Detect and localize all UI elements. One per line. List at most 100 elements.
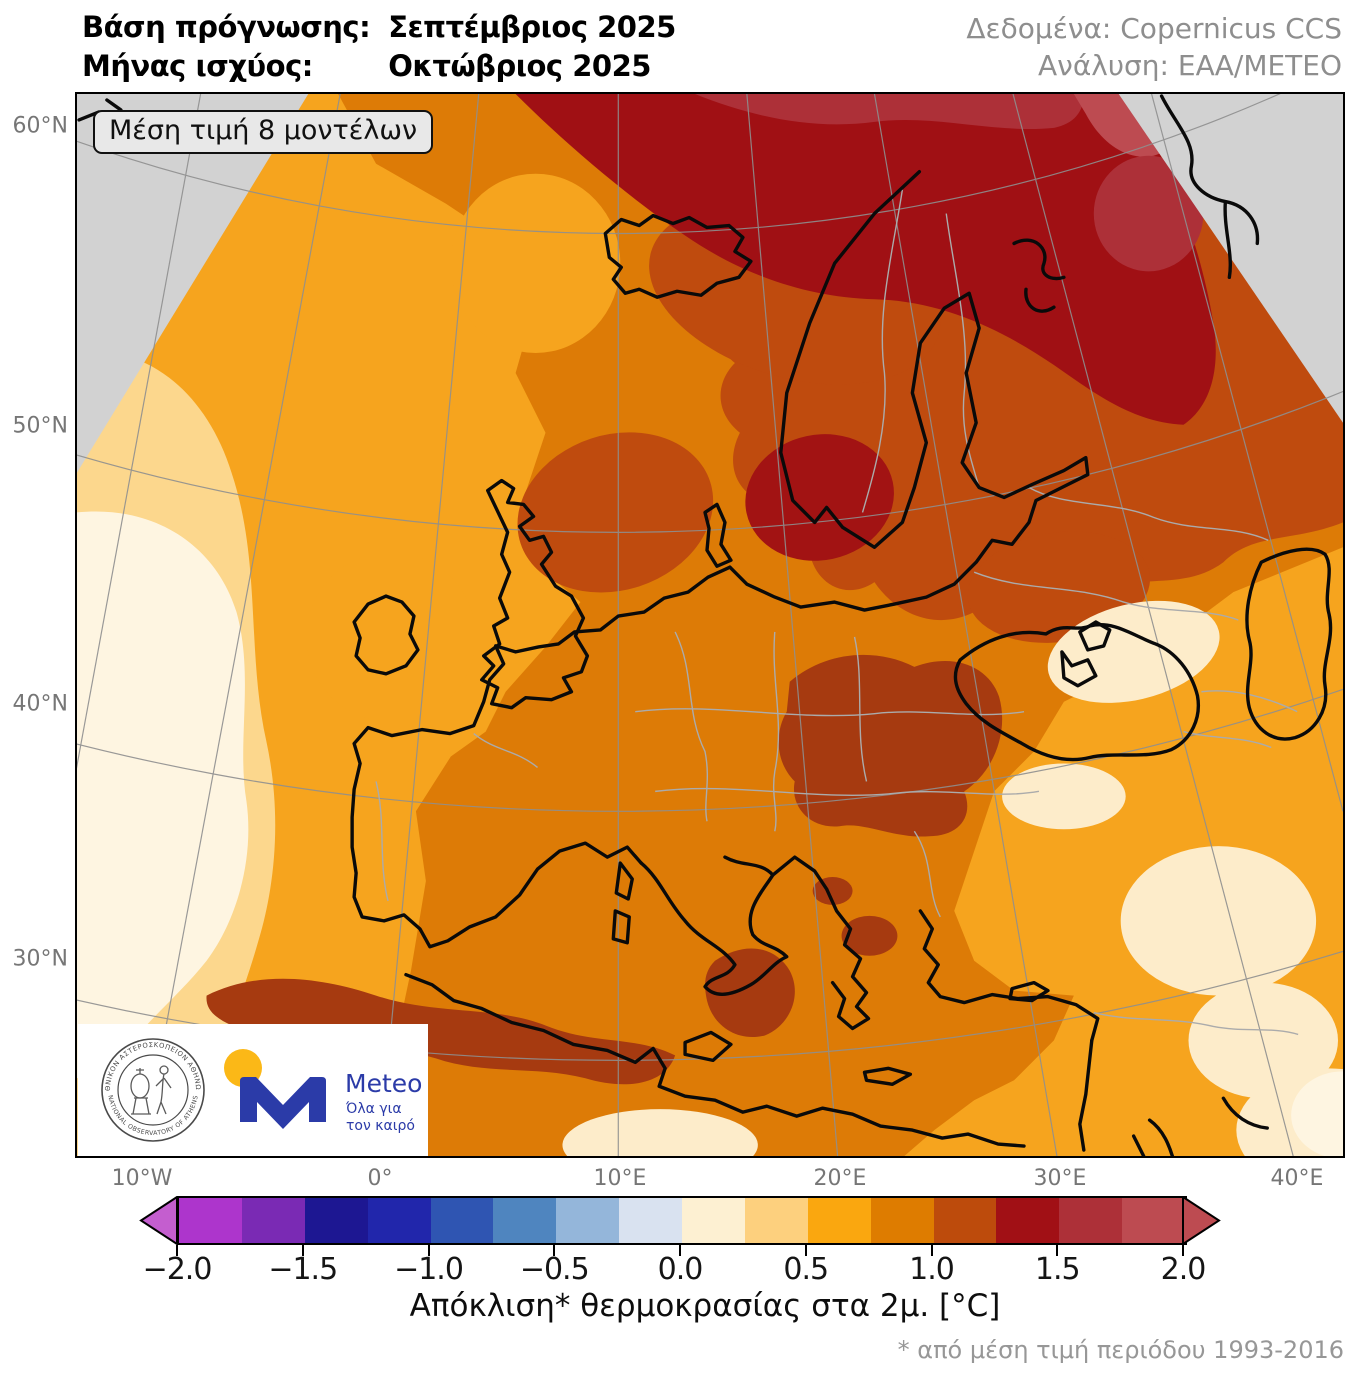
valid-month-label: Μήνας ισχύος: bbox=[82, 49, 313, 83]
meteo-logo: Meteo Όλα για τον καιρό bbox=[224, 1049, 422, 1134]
lon-label-30e: 30°E bbox=[1033, 1166, 1087, 1191]
region-cream-libya-coast bbox=[562, 1109, 758, 1156]
region-brick-top bbox=[695, 94, 1084, 130]
europe-anomaly-map: 60°N 50°N 40°N 30°N 10°W 0° 10°E 20°E 30… bbox=[13, 92, 1345, 1191]
colorbar-segment bbox=[870, 1198, 934, 1243]
colorbar-tick-labels: −2.0 −1.5 −1.0 −0.5 0.0 0.5 1.0 1.5 2.0 bbox=[143, 1252, 1207, 1292]
baseline-footnote: * από μέση τιμή περιόδου 1993-2016 bbox=[897, 1336, 1344, 1364]
tick-label: 1.0 bbox=[909, 1252, 955, 1287]
graticule bbox=[77, 94, 1343, 1156]
coast-west-europe bbox=[350, 565, 732, 949]
observatory-seal-icon: ΕΘΝΙΚΟΝ ΑΣΤΕΡΟΣΚΟΠΕΙΟΝ ΑΘΗΝΩΝ NATIONAL O… bbox=[75, 1018, 205, 1142]
lon-label-0: 0° bbox=[367, 1166, 393, 1191]
meteo-tagline-line1: Όλα για bbox=[345, 1101, 402, 1117]
lat-label-30n: 30°N bbox=[12, 946, 68, 972]
coast-caspian bbox=[1245, 547, 1333, 741]
colorbar-tick bbox=[427, 1245, 430, 1256]
country-borders bbox=[375, 189, 1299, 1036]
forecast-basis-label: Βάση πρόγνωσης: bbox=[82, 10, 371, 44]
coast-corsica bbox=[614, 861, 634, 901]
region-golden-ireland bbox=[306, 552, 476, 722]
colorbar-tick bbox=[176, 1245, 178, 1256]
colorbar-segment bbox=[304, 1198, 368, 1243]
colorbar-segment bbox=[807, 1198, 871, 1243]
coast-crimea bbox=[1060, 620, 1112, 688]
valid-month-value: Οκτώβριος 2025 bbox=[388, 49, 651, 83]
coast-iceland bbox=[603, 213, 753, 299]
region-rust-south-italy bbox=[705, 948, 795, 1038]
colorbar-segment bbox=[744, 1198, 808, 1243]
forecast-basis-value: Σεπτέμβριος 2025 bbox=[388, 10, 676, 44]
model-mean-annotation: Μέση τιμή 8 μοντέλων bbox=[93, 110, 434, 154]
tick-label: −1.0 bbox=[394, 1252, 464, 1287]
tick-label: 0.0 bbox=[657, 1252, 704, 1287]
coast-aegean-turkey bbox=[918, 909, 1100, 1043]
lat-label-40n: 40°N bbox=[12, 691, 68, 717]
coast-levant-africa bbox=[404, 972, 1094, 1152]
meteo-tagline-line2: τον καιρό bbox=[346, 1118, 415, 1134]
region-rust-balkans bbox=[778, 654, 1003, 837]
region-burnt-north-sea bbox=[517, 432, 714, 593]
meteo-wordmark: Meteo bbox=[345, 1069, 422, 1098]
coast-italy bbox=[639, 855, 789, 996]
coast-denmark bbox=[703, 502, 733, 568]
logos-canvas: ΕΘΝΙΚΟΝ ΑΣΤΕΡΟΣΚΟΠΕΙΟΝ ΑΘΗΝΩΝ NATIONAL O… bbox=[75, 1018, 422, 1142]
region-pale-se-corner bbox=[1291, 1071, 1343, 1156]
colorbar-tick bbox=[679, 1245, 681, 1256]
region-crimson-arctic-band bbox=[515, 94, 1216, 425]
colorbar-segment bbox=[556, 1198, 620, 1243]
coast-red-sea bbox=[1131, 1096, 1269, 1156]
colorbar-segment bbox=[367, 1198, 431, 1243]
colorbar-tick bbox=[804, 1245, 807, 1256]
coast-sicily bbox=[683, 1030, 733, 1063]
colorbar-segment bbox=[619, 1198, 682, 1243]
projection-gray-wedge-left bbox=[77, 94, 309, 473]
analysis-credit: Ανάλυση: ΕΑΑ/ΜΕΤΕΟ bbox=[1038, 49, 1342, 82]
region-cream-mideast-1 bbox=[1120, 846, 1317, 996]
region-pale-west bbox=[77, 511, 249, 1079]
region-rust-south-spain-africa bbox=[206, 978, 676, 1085]
colorbar-cells bbox=[177, 1196, 1187, 1245]
coast-ireland bbox=[352, 594, 420, 676]
legend-title: Απόκλιση* θερμοκρασίας στα 2μ. [°C] bbox=[409, 1288, 1001, 1324]
lon-label-10w: 10°W bbox=[111, 1166, 173, 1191]
colorbar-segment bbox=[1122, 1198, 1185, 1243]
colorbar bbox=[138, 1196, 1222, 1256]
header-left: Βάση πρόγνωσης: Σεπτέμβριος 2025 Μήνας ι… bbox=[82, 8, 676, 86]
coast-sardinia bbox=[611, 909, 631, 945]
colorbar-segment bbox=[493, 1198, 557, 1243]
coast-crete bbox=[862, 1066, 913, 1086]
seal-figure bbox=[130, 1065, 172, 1115]
header-right: Δεδομένα: Copernicus CCS Ανάλυση: ΕΑΑ/ΜΕ… bbox=[966, 10, 1342, 84]
coast-black-sea bbox=[953, 623, 1200, 762]
lat-label-60n: 60°N bbox=[12, 113, 68, 139]
coastlines bbox=[77, 94, 1333, 1156]
data-source: Δεδομένα: Copernicus CCS bbox=[966, 12, 1342, 45]
lat-label-50n: 50°N bbox=[12, 413, 68, 439]
colorbar-tick bbox=[1182, 1245, 1184, 1256]
tick-label: −2.0 bbox=[142, 1252, 213, 1287]
colorbar-left-arrow bbox=[139, 1196, 178, 1245]
colorbar-tick bbox=[553, 1245, 556, 1256]
region-golden-west-iceland bbox=[450, 173, 621, 354]
coast-adriatic-greece bbox=[771, 855, 871, 1031]
region-cream-central-turkey bbox=[1002, 763, 1126, 830]
colorbar-tick bbox=[930, 1245, 933, 1256]
tick-label: 0.5 bbox=[783, 1252, 829, 1287]
region-rust-greece-1 bbox=[841, 915, 898, 956]
colorbar-segment bbox=[996, 1198, 1060, 1243]
colorbar-segment bbox=[241, 1198, 305, 1243]
colorbar-tick bbox=[301, 1245, 304, 1256]
meteo-m-icon bbox=[240, 1077, 326, 1129]
coast-cyprus bbox=[1008, 980, 1050, 1003]
colorbar-tick bbox=[1056, 1245, 1059, 1256]
lon-label-40e: 40°E bbox=[1270, 1166, 1324, 1191]
colorbar-segment bbox=[179, 1198, 242, 1243]
lon-label-10e: 10°E bbox=[593, 1166, 647, 1191]
colorbar-right-arrow bbox=[1182, 1196, 1221, 1245]
coast-white-sea bbox=[1012, 238, 1066, 313]
tick-label: 1.5 bbox=[1034, 1252, 1081, 1287]
map-canvas bbox=[77, 94, 1343, 1156]
lon-label-20e: 20°E bbox=[813, 1166, 867, 1191]
